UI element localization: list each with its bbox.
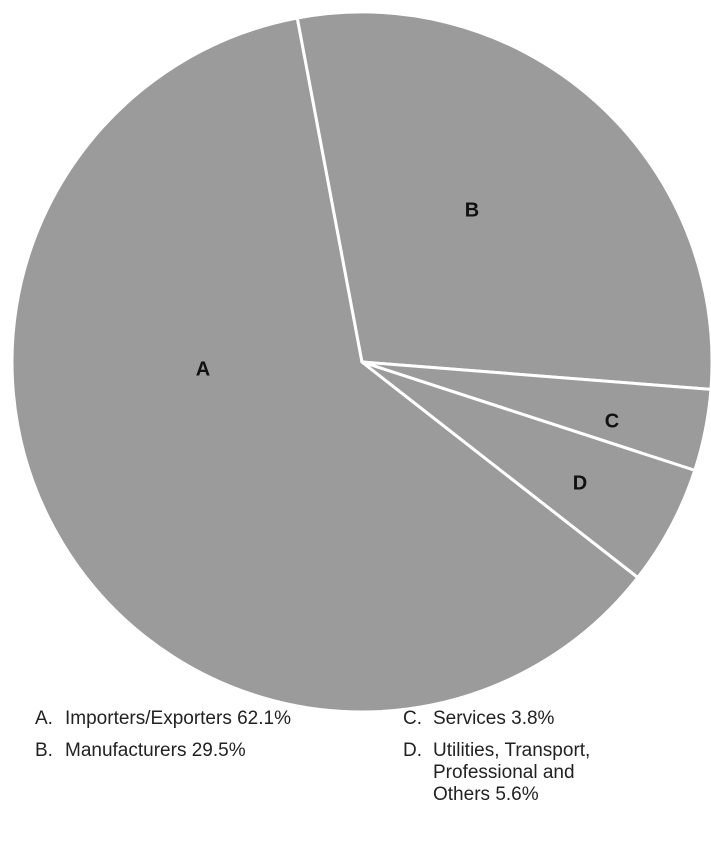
legend-key: C. (403, 708, 422, 729)
legend-entry: A. Importers/Exporters 62.1% (35, 708, 345, 730)
legend-value: 62.1% (237, 708, 291, 729)
pie-slice (295, 10, 711, 391)
legend-name: Importers/Exporters (65, 708, 232, 729)
legend-value: 3.8% (511, 708, 555, 729)
legend-entry: C. Services 3.8% (403, 708, 711, 730)
legend-entry: B. Manufacturers 29.5% (35, 740, 345, 762)
legend-text: Utilities, Transport, Professional and O… (433, 740, 618, 806)
slice-label: B (465, 199, 479, 221)
legend-key: A. (35, 708, 53, 729)
legend-entry: D. Utilities, Transport, Professional and… (403, 740, 618, 806)
legend-name: Utilities, Transport, Professional and O… (433, 740, 591, 805)
legend-name: Manufacturers (65, 740, 187, 761)
slice-label: D (573, 472, 587, 494)
legend-value: 5.6% (495, 784, 539, 805)
pie-slice (360, 360, 697, 579)
legend-text: Manufacturers 29.5% (65, 740, 345, 762)
legend-name: Services (433, 708, 506, 729)
legend-text: Importers/Exporters 62.1% (65, 708, 345, 730)
pie-slice (10, 16, 640, 714)
legend-value: 29.5% (191, 740, 246, 761)
legend-key: B. (35, 740, 53, 761)
slice-label: A (196, 358, 210, 380)
legend-key: D. (403, 740, 422, 761)
slice-label: C (605, 410, 619, 432)
legend-text: Services 3.8% (433, 708, 711, 730)
chart: A B C D (10, 10, 711, 714)
